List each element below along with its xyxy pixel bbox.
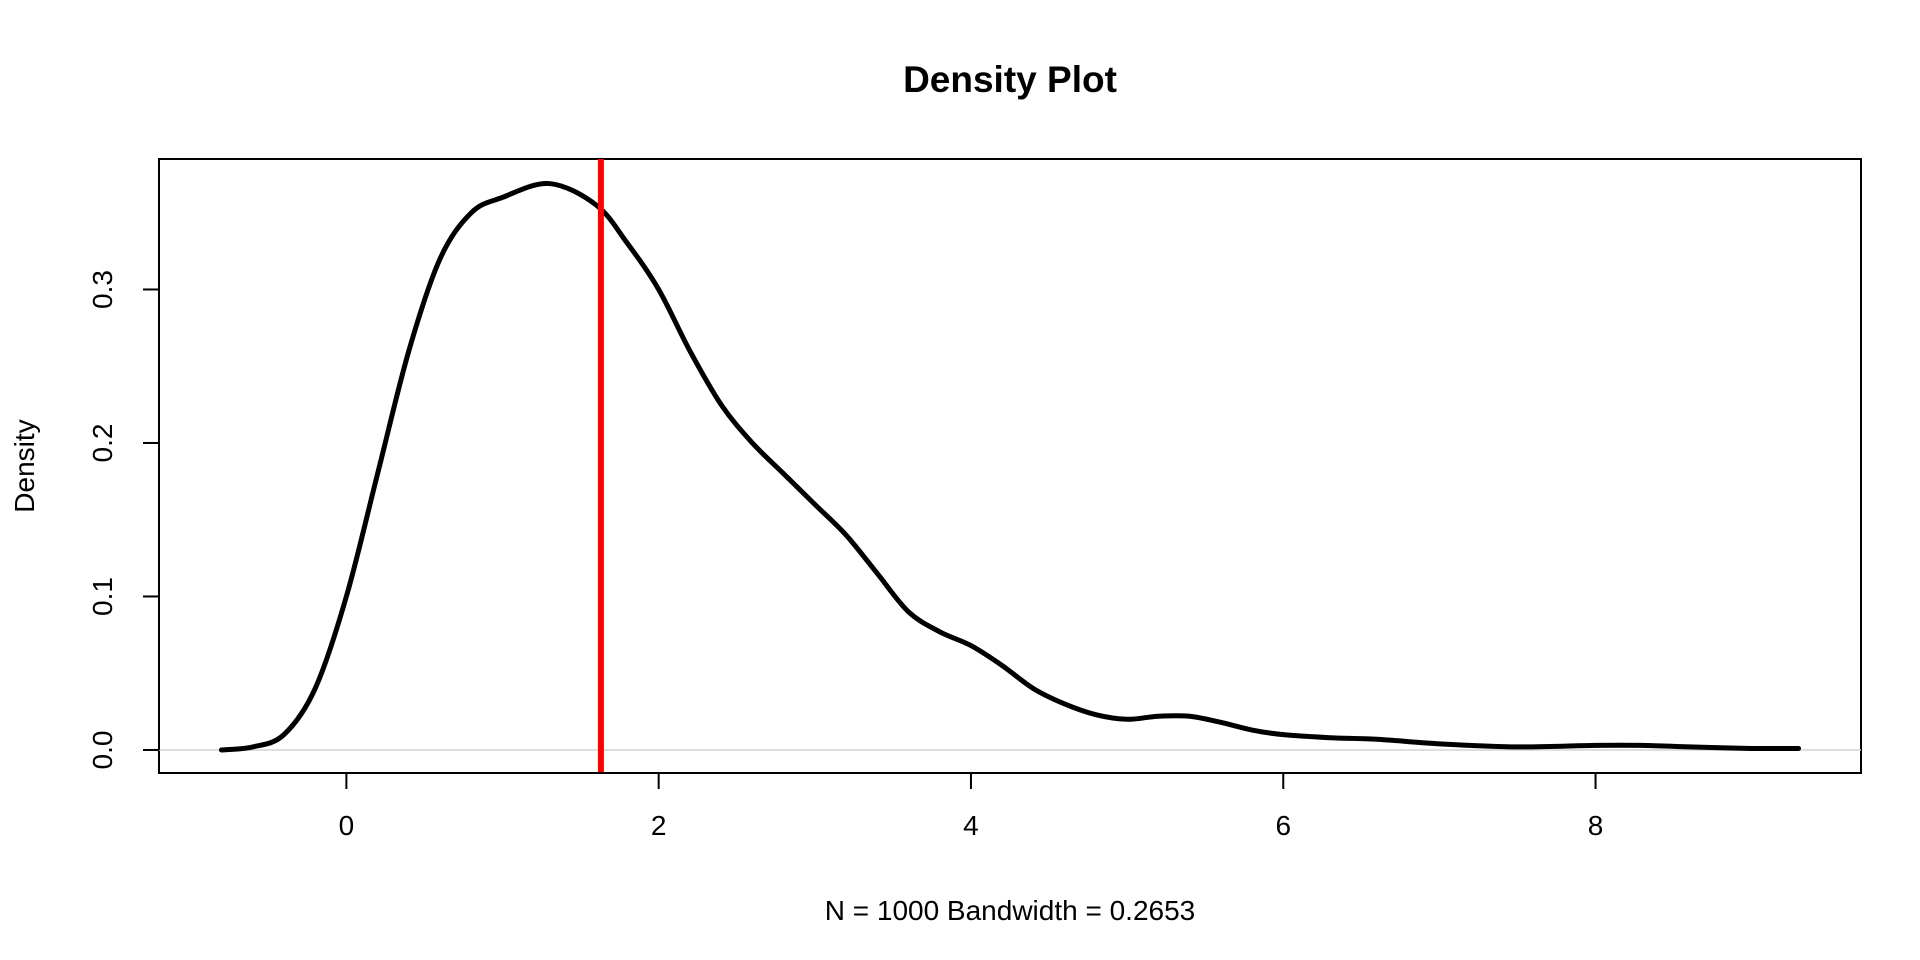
density-curve: [218, 181, 1802, 753]
x-tick-label: 4: [963, 810, 979, 841]
x-tick-label: 2: [651, 810, 667, 841]
y-tick-label: 0.0: [87, 731, 118, 770]
x-axis: 0 2 4 6 8: [339, 772, 1604, 841]
x-tick-label: 8: [1588, 810, 1604, 841]
x-tick-label: 0: [339, 810, 355, 841]
x-tick-label: 6: [1275, 810, 1291, 841]
y-tick-label: 0.1: [87, 577, 118, 616]
y-tick-label: 0.2: [87, 424, 118, 463]
chart-title: Density Plot: [903, 59, 1117, 100]
y-axis: 0.0 0.1 0.2 0.3: [87, 270, 160, 770]
x-axis-label: N = 1000 Bandwidth = 0.2653: [825, 895, 1196, 926]
plot-frame: [158, 158, 1862, 774]
y-axis-label: Density: [9, 419, 40, 512]
y-tick-label: 0.3: [87, 270, 118, 309]
